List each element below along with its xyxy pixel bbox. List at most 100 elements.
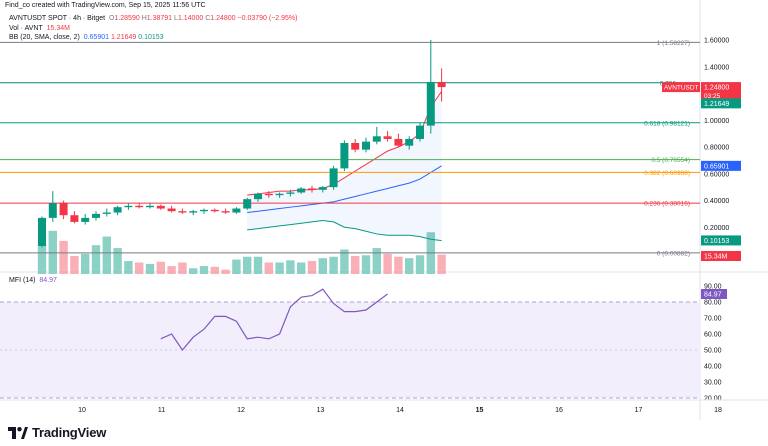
bb-label: BB (20, SMA, close, 2) <box>9 34 80 41</box>
candle-body <box>113 207 122 213</box>
symbol-name[interactable]: AVNTUSDT SPOT · 4h · Bitget <box>9 15 106 22</box>
volume-bar <box>156 261 165 274</box>
price-tick-label: 1.40000 <box>704 64 729 71</box>
candle-body <box>383 136 392 139</box>
volume-bar <box>91 245 101 274</box>
volume-bar <box>59 240 68 274</box>
bb-basis-line <box>247 165 442 214</box>
mfi-legend[interactable]: MFI (14) 84.97 <box>9 276 57 285</box>
time-tick-label: 18 <box>714 407 722 414</box>
mfi-label: MFI (14) <box>9 277 36 284</box>
volume-bar <box>178 262 187 274</box>
volume-bar <box>199 266 209 274</box>
candle-body <box>59 203 68 216</box>
candle-body <box>178 211 187 213</box>
volume-bar <box>124 261 133 274</box>
time-tick-label: 16 <box>555 407 563 414</box>
candle-body <box>135 205 144 208</box>
candle-body <box>167 208 176 212</box>
candle-body <box>351 142 360 150</box>
volume-bar <box>113 248 122 274</box>
mfi-tick-label: 70.00 <box>704 316 722 323</box>
ohlc-low: 1.14000 <box>177 15 204 22</box>
volume-bar <box>167 266 176 274</box>
volume-bar <box>253 256 263 274</box>
volume-bar <box>264 262 273 274</box>
candle-body <box>124 205 133 208</box>
candle-body <box>308 188 316 190</box>
mfi-value-tag-bg <box>701 289 727 299</box>
bb-legend[interactable]: BB (20, SMA, close, 2) 0.65901 1.21649 0… <box>9 33 164 42</box>
candle-body <box>254 193 262 200</box>
candle-body <box>275 193 284 196</box>
chart-credit: Find_co created with TradingView.com, Se… <box>5 2 206 9</box>
mfi-value: 84.97 <box>39 277 57 284</box>
candle-body <box>38 217 46 246</box>
candle-body <box>200 209 208 212</box>
candle-body <box>146 205 154 208</box>
tradingview-logo-icon <box>8 426 28 439</box>
volume-bar <box>415 255 425 274</box>
ohlc-high-label: H <box>141 15 147 22</box>
price-tick-label: 0.40000 <box>704 198 729 205</box>
volume-bar <box>372 248 381 274</box>
price-tag-value: 15.34M <box>704 254 728 261</box>
volume-value: 15.34M <box>46 25 70 32</box>
candle-body <box>416 125 424 139</box>
mfi-tick-label: 90.00 <box>704 284 722 291</box>
volume-bar <box>37 243 47 274</box>
volume-bar <box>297 262 306 274</box>
price-tick-label: 0.20000 <box>704 225 729 232</box>
time-tick-label: 17 <box>635 407 643 414</box>
fib-level-label: 1 (1.58227) <box>657 40 690 47</box>
volume-bar <box>286 260 295 274</box>
ohlc-close: 1.24800 <box>210 15 236 22</box>
candle-body <box>243 199 252 209</box>
candle-body <box>405 138 414 146</box>
volume-bar <box>70 256 79 274</box>
candle-body <box>232 208 241 213</box>
price-tick-label: 0.80000 <box>704 145 729 152</box>
mfi-tick-label: 50.00 <box>704 348 722 355</box>
fib-level-label: 0.618 (0.98121) <box>644 120 690 127</box>
candle-body <box>210 209 219 212</box>
volume-legend[interactable]: Vol · AVNT 15.34M <box>9 24 70 33</box>
mfi-line <box>160 288 388 351</box>
mfi-tick-label: 80.00 <box>704 300 722 307</box>
time-tick-label: 15 <box>476 407 484 414</box>
candle-body <box>48 203 57 218</box>
volume-bar <box>437 254 446 274</box>
volume-bar <box>135 262 144 274</box>
candle-body <box>318 187 327 190</box>
candle-body <box>81 217 90 222</box>
volume-bar <box>275 262 284 274</box>
fib-level-label: 0.382 (0.60988) <box>644 170 690 177</box>
candle-body <box>286 192 295 194</box>
time-tick-label: 10 <box>78 407 86 414</box>
candle-body <box>156 205 165 209</box>
price-tick-label: 1.00000 <box>704 118 729 125</box>
price-tag-value: 0.10153 <box>704 238 729 245</box>
volume-bar <box>340 249 349 274</box>
volume-bar <box>102 236 111 274</box>
symbol-ohlc-legend: AVNTUSDT SPOT · 4h · Bitget O1.28590 H1.… <box>9 14 297 23</box>
volume-bar <box>329 256 338 274</box>
price-tag-bg <box>701 82 741 102</box>
volume-bar <box>210 266 219 274</box>
candle-body <box>102 212 111 214</box>
ohlc-open: 1.28590 <box>114 15 140 22</box>
volume-bar <box>383 253 392 274</box>
volume-bar <box>232 259 241 274</box>
mfi-tick-label: 30.00 <box>704 380 722 387</box>
volume-bar <box>361 255 371 274</box>
price-tag-bg <box>701 251 741 261</box>
price-tag-symbol-bg <box>662 82 700 93</box>
price-chart[interactable]: 1.60000 1.40000 1.00000 0.80000 0.60000 0.400… <box>0 0 768 420</box>
candle-body <box>329 168 338 188</box>
bb-lower-line <box>247 220 442 242</box>
tradingview-logo: TradingView <box>8 425 106 440</box>
time-tick-label: 13 <box>317 407 325 414</box>
mfi-tick-label: 60.00 <box>704 332 722 339</box>
price-tag-value: 0.65901 <box>704 163 729 170</box>
volume-bar <box>405 258 414 274</box>
